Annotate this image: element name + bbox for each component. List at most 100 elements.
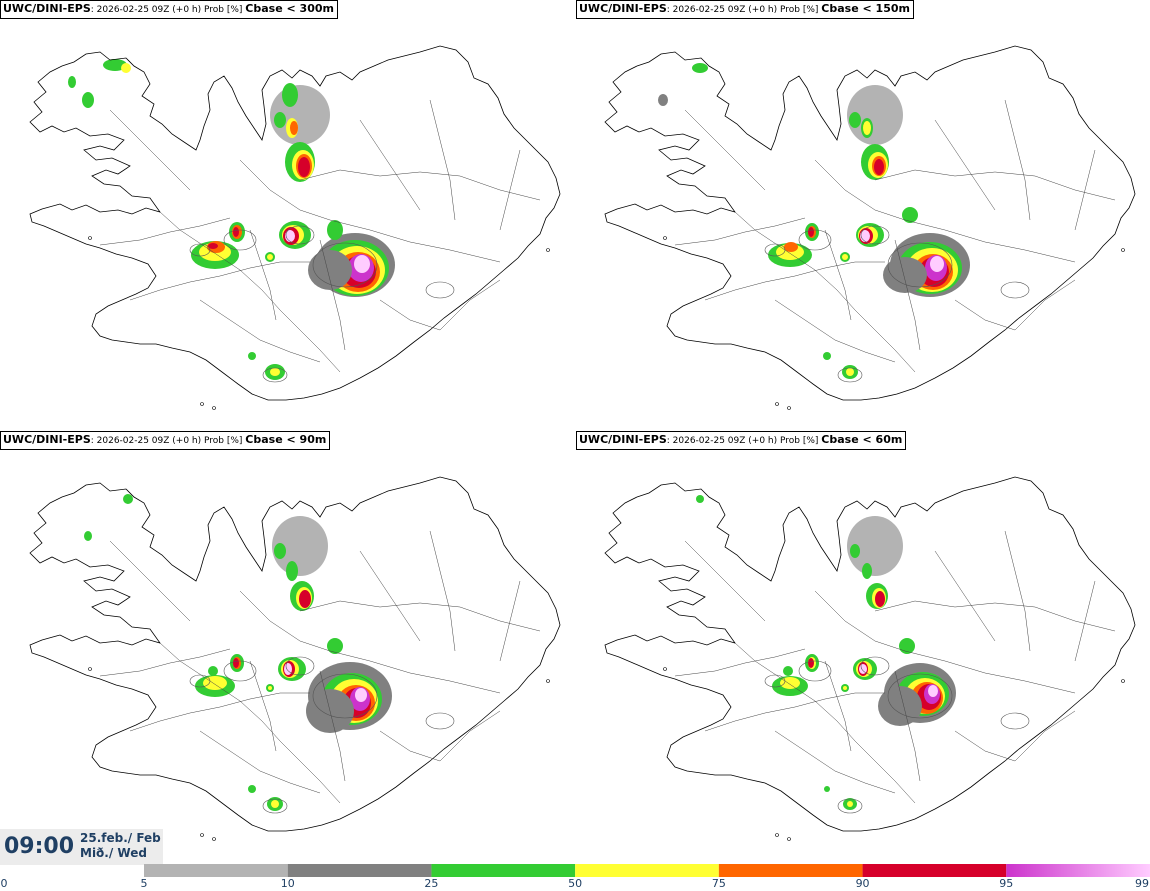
glacier-outline <box>887 242 953 288</box>
colorbar-bin <box>575 864 719 877</box>
road-line <box>499 149 521 231</box>
road-line <box>894 670 921 782</box>
road-line <box>429 530 456 652</box>
coastline <box>29 476 561 832</box>
iceland-probability-map <box>29 476 561 841</box>
probability-area-gr <box>82 92 94 108</box>
road-line <box>1074 149 1096 231</box>
probability-area-gr <box>68 76 76 88</box>
glacier-outline <box>887 673 953 719</box>
road-line <box>734 642 916 804</box>
probability-area-g1 <box>272 516 328 576</box>
valid-time: 09:00 <box>4 834 75 859</box>
island <box>663 236 667 240</box>
glacier-outline <box>189 674 211 688</box>
road-line <box>239 590 501 694</box>
panel-title: UWC/DINI-EPS: 2026-02-25 09Z (+0 h) Prob… <box>0 0 338 19</box>
glacier-outline <box>837 367 863 383</box>
glacier-outlines <box>189 225 455 383</box>
probability-area-pk <box>285 230 295 242</box>
glacier-outline <box>285 225 315 245</box>
road-line <box>1074 580 1096 662</box>
glacier-outline <box>312 673 378 719</box>
glacier-outlines <box>189 656 455 814</box>
probability-area-ye <box>846 368 854 376</box>
road-line <box>249 660 277 752</box>
road-line <box>684 540 766 622</box>
colorbar-bin <box>1006 864 1150 877</box>
glacier-outline <box>860 656 890 676</box>
road-network <box>99 99 541 373</box>
probability-area-g2 <box>878 686 922 726</box>
probability-area-rd <box>874 159 884 175</box>
probability-area-gr <box>902 207 918 223</box>
colorbar-bin <box>287 864 432 877</box>
glacier-outline <box>837 798 863 814</box>
road-line <box>934 119 996 211</box>
road-line <box>1004 99 1031 221</box>
probability-area-ye <box>780 677 800 689</box>
probability-area-rd <box>233 658 239 668</box>
probability-area-pk <box>354 255 370 273</box>
colorbar-tick-label: 25 <box>424 877 438 890</box>
road-line <box>774 299 896 363</box>
probability-area-rd <box>208 243 218 249</box>
panel-title: UWC/DINI-EPS: 2026-02-25 09Z (+0 h) Prob… <box>576 0 914 19</box>
probability-area-ye <box>203 676 227 690</box>
road-line <box>359 550 421 642</box>
glacier-outline <box>764 243 786 257</box>
forecast-info: : 2026-02-25 09Z (+0 h) Prob [%] <box>666 5 822 15</box>
panel-title: UWC/DINI-EPS: 2026-02-25 09Z (+0 h) Prob… <box>576 431 907 450</box>
road-line <box>319 239 346 351</box>
probability-area-pk <box>930 256 944 272</box>
probability-area-gr <box>248 352 256 360</box>
probability-area-ye <box>121 63 131 73</box>
probability-area-gr <box>84 531 92 541</box>
map-layer <box>604 476 1136 841</box>
probability-area-gr <box>692 63 708 73</box>
probability-area-ye <box>843 686 847 690</box>
glacier-outline <box>798 660 832 682</box>
glacier-outlines <box>764 225 1030 383</box>
probability-area-pk <box>860 230 870 242</box>
road-line <box>774 730 896 794</box>
probability-area-or <box>784 242 798 252</box>
road-line <box>199 730 321 794</box>
glacier-outline <box>189 243 211 257</box>
probability-field <box>84 494 392 811</box>
road-line <box>109 109 191 191</box>
colorbar-tick-label: 5 <box>141 877 148 890</box>
probability-area-ye <box>267 254 273 260</box>
island <box>1121 248 1125 252</box>
island <box>200 833 204 837</box>
colorbar-tick-label: 99 <box>1135 877 1149 890</box>
probability-area-gr <box>862 563 872 579</box>
probability-area-gr <box>783 666 793 676</box>
glacier-outline <box>262 367 288 383</box>
road-line <box>159 642 341 804</box>
valid-time-box: 09:00 25.feb./ Feb Mið./ Wed <box>0 829 163 865</box>
map-layer <box>29 476 561 841</box>
island <box>88 236 92 240</box>
colorbar-tick-label: 10 <box>281 877 295 890</box>
coastline <box>604 45 1136 401</box>
probability-area-gr <box>208 666 218 676</box>
probability-area-ye <box>863 121 871 135</box>
probability-area-g2 <box>308 250 352 290</box>
glacier-outline <box>223 660 257 682</box>
panel-title: UWC/DINI-EPS: 2026-02-25 09Z (+0 h) Prob… <box>0 431 331 450</box>
probability-area-rd <box>233 227 239 237</box>
road-line <box>674 217 806 246</box>
map-layer <box>604 45 1136 410</box>
probability-area-rd <box>299 590 311 608</box>
road-line <box>379 710 501 762</box>
glacier-outline <box>860 225 890 245</box>
road-line <box>379 279 501 331</box>
glacier-outline <box>1000 712 1030 730</box>
island <box>1121 679 1125 683</box>
probability-area-gr <box>282 83 298 107</box>
colorbar-tick-label: 95 <box>999 877 1013 890</box>
road-line <box>934 550 996 642</box>
island <box>787 406 791 410</box>
model-name: UWC/DINI-EPS <box>579 433 667 446</box>
